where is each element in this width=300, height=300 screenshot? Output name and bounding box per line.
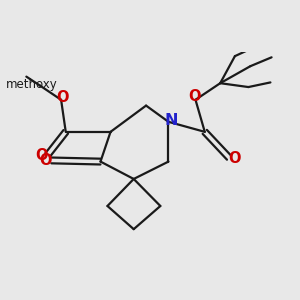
Text: O: O <box>35 148 48 163</box>
Text: O: O <box>39 153 52 168</box>
Text: O: O <box>229 152 241 166</box>
Text: O: O <box>56 90 68 105</box>
Text: N: N <box>164 113 178 128</box>
Text: O: O <box>188 89 201 104</box>
Text: methoxy: methoxy <box>6 78 58 91</box>
